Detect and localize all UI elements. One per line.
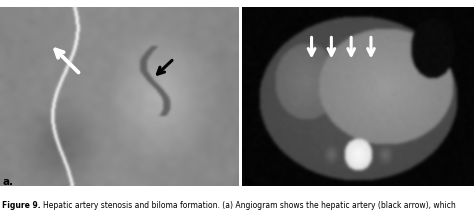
- Text: b.: b.: [243, 177, 255, 187]
- Text: a.: a.: [2, 177, 13, 187]
- Text: Figure 9.: Figure 9.: [2, 201, 41, 210]
- Text: Hepatic artery stenosis and biloma formation. (a) Angiogram shows the hepatic ar: Hepatic artery stenosis and biloma forma…: [43, 201, 456, 210]
